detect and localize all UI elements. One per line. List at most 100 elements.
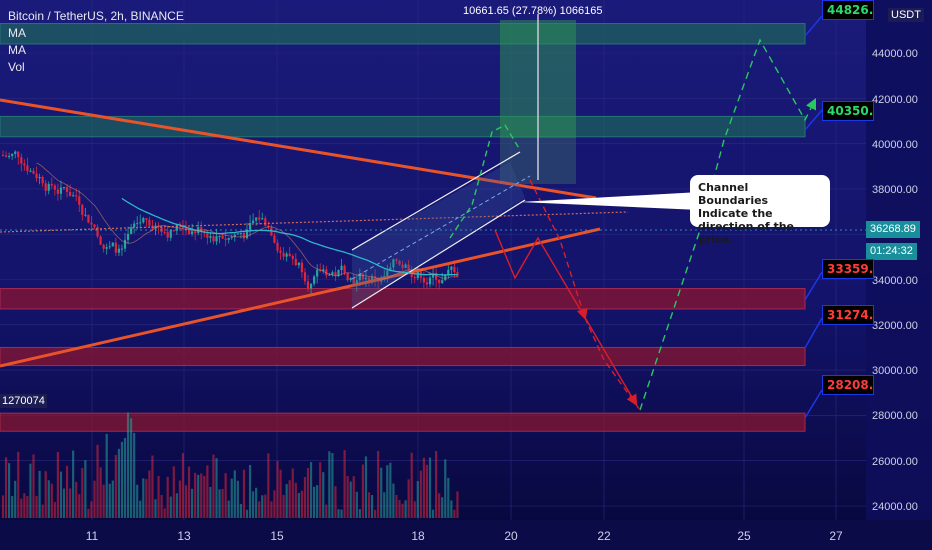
volume-bar-2 [8, 463, 11, 518]
candle-body-76 [233, 234, 236, 237]
legend-ma-2[interactable]: MA [8, 43, 26, 57]
volume-bar-122 [374, 509, 377, 518]
candle-body-115 [352, 277, 355, 284]
channel-lower-boundary[interactable] [351, 199, 526, 309]
time-label-20: 20 [504, 529, 518, 543]
channel-upper-boundary[interactable] [351, 151, 521, 251]
target-tag-33359[interactable]: 33359. [822, 259, 874, 279]
volume-bar-12 [38, 470, 41, 518]
candle-body-36 [111, 242, 114, 247]
candle-body-138 [422, 277, 425, 283]
candle-body-47 [145, 218, 148, 220]
moving-averages [36, 162, 458, 280]
volume-bar-133 [407, 479, 410, 518]
price-axis[interactable] [866, 0, 932, 520]
volume-bar-42 [130, 418, 133, 518]
candle-body-120 [367, 277, 371, 282]
candle-body-9 [29, 170, 32, 172]
measurement-label: 10661.65 (27.78%) 1066165 [463, 5, 603, 17]
candle-body-2 [8, 155, 11, 157]
volume-bar-149 [456, 491, 459, 518]
candle-body-38 [117, 248, 120, 253]
candle-body-10 [32, 170, 35, 174]
volume-bar-10 [32, 454, 35, 518]
candle-body-27 [84, 214, 87, 216]
volume-bars [1, 412, 459, 518]
volume-bar-51 [157, 475, 160, 518]
time-label-15: 15 [270, 529, 284, 543]
candle-body-70 [215, 236, 218, 242]
volume-bar-69 [212, 454, 215, 518]
volume-bar-57 [175, 493, 178, 518]
candle-body-16 [50, 184, 53, 186]
volume-bar-119 [364, 456, 368, 518]
candle-body-77 [236, 233, 239, 235]
candle-body-106 [325, 269, 328, 276]
volume-bar-78 [239, 504, 242, 518]
candle-body-121 [370, 276, 374, 282]
volume-bar-136 [416, 481, 419, 518]
price-tick-28000: 28000.00 [872, 410, 918, 422]
volume-bar-34 [105, 433, 108, 518]
candle-body-72 [221, 235, 224, 239]
legend-ma-1[interactable]: MA [8, 26, 26, 40]
candle-body-111 [340, 265, 343, 271]
volume-bar-146 [447, 477, 450, 518]
volume-bar-73 [224, 473, 227, 518]
volume-bar-20 [62, 488, 66, 518]
candle-body-53 [163, 231, 166, 233]
time-label-25: 25 [737, 529, 751, 543]
volume-bar-115 [352, 476, 355, 518]
volume-bar-87 [267, 453, 270, 518]
price-tick-32000: 32000.00 [872, 320, 918, 332]
volume-bar-21 [65, 465, 69, 518]
candle-body-42 [130, 227, 133, 234]
target-tag-44826[interactable]: 44826.0 [822, 0, 874, 20]
volume-bar-38 [117, 448, 120, 518]
time-axis[interactable] [0, 520, 932, 550]
candle-body-20 [62, 187, 66, 189]
volume-bar-121 [370, 495, 374, 518]
candle-body-102 [313, 276, 316, 284]
legend-volume[interactable]: Vol [8, 60, 25, 74]
price-tick-42000: 42000.00 [872, 94, 918, 106]
target-tag-40350[interactable]: 40350. [822, 101, 874, 121]
volume-bar-82 [252, 491, 255, 518]
channel-callout[interactable]: Channel Boundaries Indicate the directio… [690, 175, 830, 246]
volume-bar-98 [300, 490, 303, 518]
volume-bar-67 [206, 465, 209, 518]
volume-bar-91 [279, 469, 282, 518]
candle-body-75 [230, 236, 233, 238]
upper-trendline[interactable] [0, 98, 597, 200]
candle-body-63 [194, 231, 197, 233]
candle-body-68 [209, 236, 212, 238]
volume-bar-92 [282, 494, 285, 518]
target-tag-28208[interactable]: 28208. [822, 375, 874, 395]
volume-bar-112 [343, 450, 346, 518]
volume-bar-100 [306, 467, 310, 518]
candle-body-79 [242, 232, 246, 239]
price-tick-30000: 30000.00 [872, 365, 918, 377]
currency-unit-label[interactable]: USDT [888, 8, 924, 22]
chart-legend: Bitcoin / TetherUS, 2h, BINANCE MA MA Vo… [8, 8, 184, 76]
legend-symbol[interactable]: Bitcoin / TetherUS, 2h, BINANCE [8, 9, 184, 23]
tag-connector-2 [804, 109, 823, 131]
lower-trendline[interactable] [0, 227, 601, 368]
candle-body-80 [245, 229, 249, 239]
candle-body-81 [248, 222, 252, 230]
volume-bar-116 [355, 491, 358, 518]
price-tick-44000: 44000.00 [872, 48, 918, 60]
candle-body-7 [23, 163, 26, 166]
target-tag-31274[interactable]: 31274. [822, 305, 874, 325]
volume-bar-139 [425, 464, 429, 518]
volume-bar-109 [334, 486, 337, 518]
volume-bar-131 [401, 503, 404, 518]
volume-bar-9 [29, 463, 32, 518]
volume-bar-113 [346, 476, 349, 518]
volume-bar-95 [291, 468, 294, 518]
volume-bar-147 [450, 500, 453, 518]
candle-body-135 [413, 276, 416, 279]
candle-body-6 [20, 157, 23, 164]
